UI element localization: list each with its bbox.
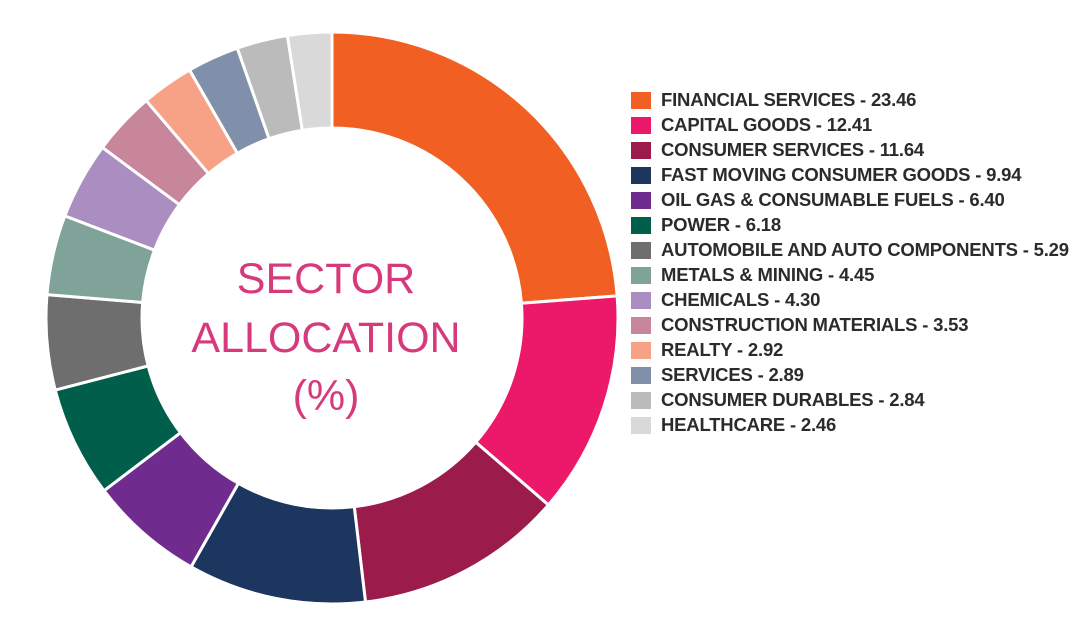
- legend-swatch-7: [631, 242, 651, 259]
- legend-label-2: CAPITAL GOODS - 12.41: [661, 114, 872, 135]
- legend-swatch-12: [631, 367, 651, 384]
- legend-item-1: FINANCIAL SERVICES - 23.46: [631, 90, 1071, 110]
- legend-label-12: SERVICES - 2.89: [661, 364, 804, 385]
- legend-label-4: FAST MOVING CONSUMER GOODS - 9.94: [661, 164, 1022, 185]
- legend-label-13: CONSUMER DURABLES - 2.84: [661, 389, 925, 410]
- donut-slices: [44, 30, 620, 606]
- legend-item-10: CONSTRUCTION MATERIALS - 3.53: [631, 315, 1071, 335]
- legend-item-6: POWER - 6.18: [631, 215, 1071, 235]
- legend-label-14: HEALTHCARE - 2.46: [661, 414, 837, 435]
- legend-label-7: AUTOMOBILE AND AUTO COMPONENTS - 5.29: [661, 239, 1069, 260]
- legend-item-8: METALS & MINING - 4.45: [631, 265, 1071, 285]
- chart-legend: FINANCIAL SERVICES - 23.46 CAPITAL GOODS …: [631, 90, 1071, 440]
- legend-swatch-8: [631, 267, 651, 284]
- legend-swatch-11: [631, 342, 651, 359]
- legend-swatch-3: [631, 142, 651, 159]
- legend-swatch-14: [631, 417, 651, 434]
- legend-item-7: AUTOMOBILE AND AUTO COMPONENTS - 5.29: [631, 240, 1071, 260]
- legend-swatch-13: [631, 392, 651, 409]
- legend-label-5: OIL GAS & CONSUMABLE FUELS - 6.40: [661, 189, 1005, 210]
- legend-label-9: CHEMICALS - 4.30: [661, 289, 821, 310]
- chart-title-line-3: (%): [293, 372, 360, 420]
- legend-item-9: CHEMICALS - 4.30: [631, 290, 1071, 310]
- legend-label-1: FINANCIAL SERVICES - 23.46: [661, 89, 917, 110]
- legend-item-5: OIL GAS & CONSUMABLE FUELS - 6.40: [631, 190, 1071, 210]
- legend-swatch-2: [631, 117, 651, 134]
- legend-item-14: HEALTHCARE - 2.46: [631, 415, 1071, 435]
- legend-label-3: CONSUMER SERVICES - 11.64: [661, 139, 924, 160]
- donut-slice-14: [285, 30, 334, 133]
- legend-swatch-1: [631, 92, 651, 109]
- legend-item-11: REALTY - 2.92: [631, 340, 1071, 360]
- legend-item-4: FAST MOVING CONSUMER GOODS - 9.94: [631, 165, 1071, 185]
- legend-swatch-9: [631, 292, 651, 309]
- legend-item-12: SERVICES - 2.89: [631, 365, 1071, 385]
- legend-item-3: CONSUMER SERVICES - 11.64: [631, 140, 1071, 160]
- legend-swatch-6: [631, 217, 651, 234]
- legend-label-8: METALS & MINING - 4.45: [661, 264, 875, 285]
- chart-title-line-2: ALLOCATION: [191, 314, 460, 362]
- legend-item-13: CONSUMER DURABLES - 2.84: [631, 390, 1071, 410]
- donut-slice-1: [330, 30, 619, 305]
- legend-label-11: REALTY - 2.92: [661, 339, 784, 360]
- chart-title-line-1: SECTOR: [237, 255, 415, 303]
- legend-item-2: CAPITAL GOODS - 12.41: [631, 115, 1071, 135]
- legend-label-6: POWER - 6.18: [661, 214, 781, 235]
- legend-label-10: CONSTRUCTION MATERIALS - 3.53: [661, 314, 969, 335]
- donut-chart: SECTOR ALLOCATION (%): [44, 30, 620, 606]
- legend-swatch-5: [631, 192, 651, 209]
- legend-swatch-10: [631, 317, 651, 334]
- legend-swatch-4: [631, 167, 651, 184]
